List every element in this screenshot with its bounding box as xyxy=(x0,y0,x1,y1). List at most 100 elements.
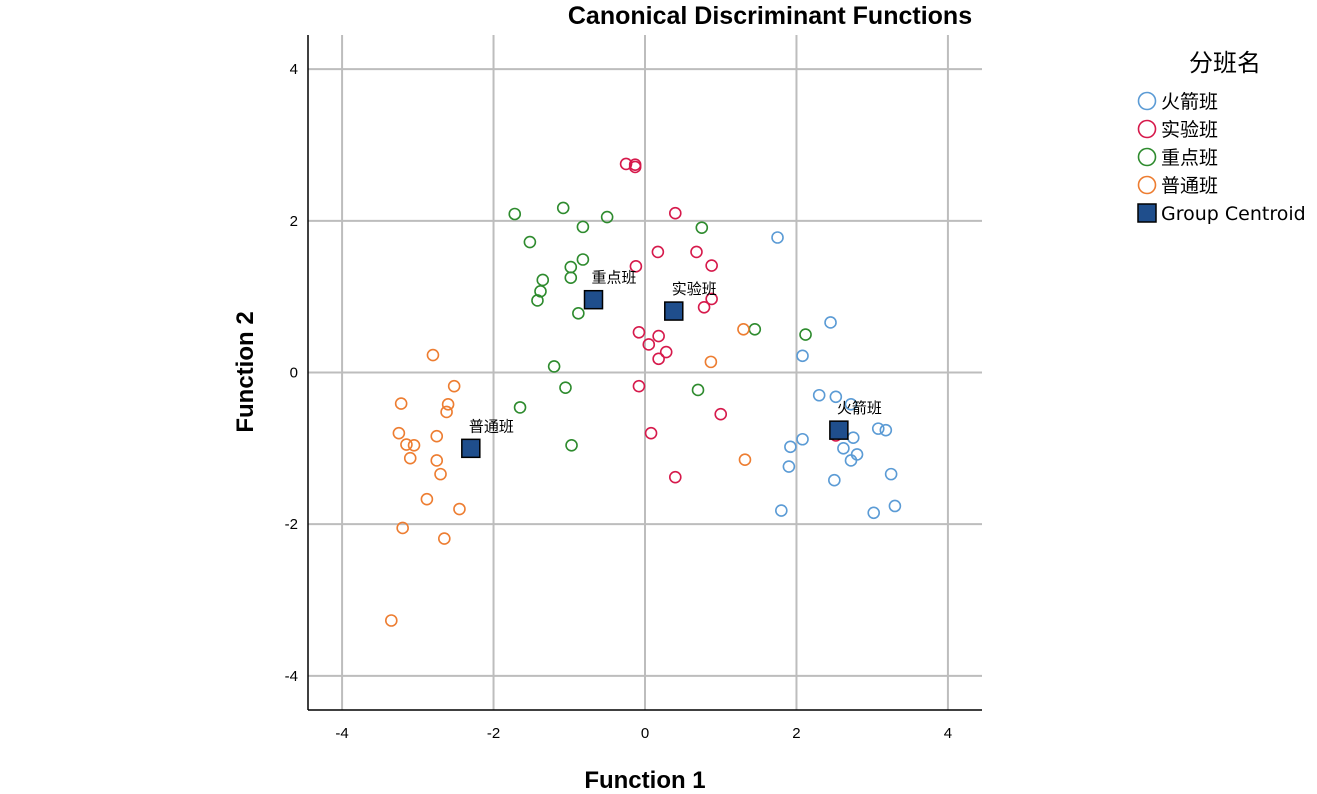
centroid-marker xyxy=(461,438,481,459)
data-point xyxy=(738,453,752,467)
x-tick-label: 4 xyxy=(944,725,952,742)
data-point xyxy=(705,292,718,306)
data-point xyxy=(440,405,453,419)
data-point xyxy=(438,532,451,545)
data-point xyxy=(632,326,646,339)
centroid-label: 实验班 xyxy=(672,280,717,298)
data-point xyxy=(513,401,527,414)
data-point xyxy=(396,521,409,535)
legend-centroid-marker xyxy=(1137,203,1157,223)
centroid-marker xyxy=(829,420,849,440)
legend-marker xyxy=(1137,91,1157,111)
data-point xyxy=(394,397,408,410)
data-point xyxy=(812,388,826,402)
data-point xyxy=(426,348,440,362)
data-point xyxy=(850,448,864,461)
data-point xyxy=(564,271,578,284)
data-point xyxy=(572,307,585,320)
data-point xyxy=(385,614,398,627)
data-point xyxy=(420,492,434,506)
data-point xyxy=(559,381,572,394)
data-point xyxy=(632,379,646,393)
data-points xyxy=(385,157,902,627)
data-point xyxy=(704,355,718,369)
data-point xyxy=(697,300,711,314)
centroid-label: 火箭班 xyxy=(837,399,882,417)
data-point xyxy=(844,454,858,467)
data-point xyxy=(430,429,444,443)
data-point xyxy=(690,245,703,259)
centroid-label: 重点班 xyxy=(592,269,637,287)
x-tick-label: -4 xyxy=(335,725,348,742)
data-point xyxy=(796,349,809,363)
data-point xyxy=(871,422,885,435)
data-point xyxy=(784,440,797,454)
data-point xyxy=(392,426,406,440)
data-point xyxy=(576,220,590,234)
data-point xyxy=(888,499,902,513)
data-point xyxy=(659,345,673,359)
data-point xyxy=(879,423,893,437)
data-point xyxy=(714,407,728,421)
data-point xyxy=(771,231,784,244)
x-axis-label: Function 1 xyxy=(584,767,705,794)
centroid-label: 普通班 xyxy=(469,417,514,435)
data-point xyxy=(652,352,665,366)
data-point xyxy=(884,467,898,481)
legend-entry: 实验班 xyxy=(1161,119,1218,141)
y-tick-label: -2 xyxy=(285,516,298,533)
data-point xyxy=(556,201,570,215)
data-point xyxy=(867,506,881,520)
data-point xyxy=(844,398,858,411)
y-tick-label: 4 xyxy=(290,61,298,78)
data-point xyxy=(508,207,522,221)
legend-entry-centroid: Group Centroid xyxy=(1161,203,1306,225)
data-point xyxy=(447,379,461,393)
data-point xyxy=(824,316,837,329)
x-tick-label: -2 xyxy=(487,725,500,742)
data-point xyxy=(846,431,860,445)
legend-entry: 火箭班 xyxy=(1161,91,1218,113)
data-point xyxy=(644,426,658,440)
data-point xyxy=(705,259,718,272)
data-point xyxy=(523,235,537,249)
data-point xyxy=(642,338,656,351)
data-point xyxy=(668,470,682,484)
data-point xyxy=(400,438,413,451)
data-point xyxy=(782,460,796,473)
data-point xyxy=(828,473,841,487)
data-point xyxy=(837,442,850,455)
data-point xyxy=(531,294,544,307)
data-point xyxy=(829,390,843,404)
data-point xyxy=(434,467,447,481)
y-tick-label: 2 xyxy=(290,213,298,230)
data-point xyxy=(737,322,750,336)
y-tick-label: 0 xyxy=(290,365,298,382)
y-tick-label: -4 xyxy=(285,668,298,685)
data-point xyxy=(695,221,709,234)
plot-grid xyxy=(308,35,982,710)
data-point xyxy=(441,398,455,411)
legend-title: 分班名 xyxy=(1189,49,1261,77)
legend-marker xyxy=(1137,147,1157,167)
data-point xyxy=(691,383,705,397)
data-point xyxy=(564,260,578,274)
data-point xyxy=(453,502,466,516)
data-point xyxy=(565,439,578,452)
tick-labels: -4 -2 0 2 4 -4 -2 0 2 4 xyxy=(285,61,952,742)
data-point xyxy=(403,451,417,465)
data-point xyxy=(600,210,614,224)
y-axis-label: Function 2 xyxy=(232,311,259,432)
data-point xyxy=(576,253,590,266)
centroid-marker xyxy=(583,289,604,310)
data-point xyxy=(651,245,665,259)
data-point xyxy=(668,206,682,220)
data-point xyxy=(796,432,809,446)
data-point xyxy=(799,328,812,341)
plot-axes xyxy=(307,35,982,711)
legend-marker xyxy=(1137,119,1157,139)
data-point xyxy=(628,160,642,174)
data-point xyxy=(407,439,421,452)
